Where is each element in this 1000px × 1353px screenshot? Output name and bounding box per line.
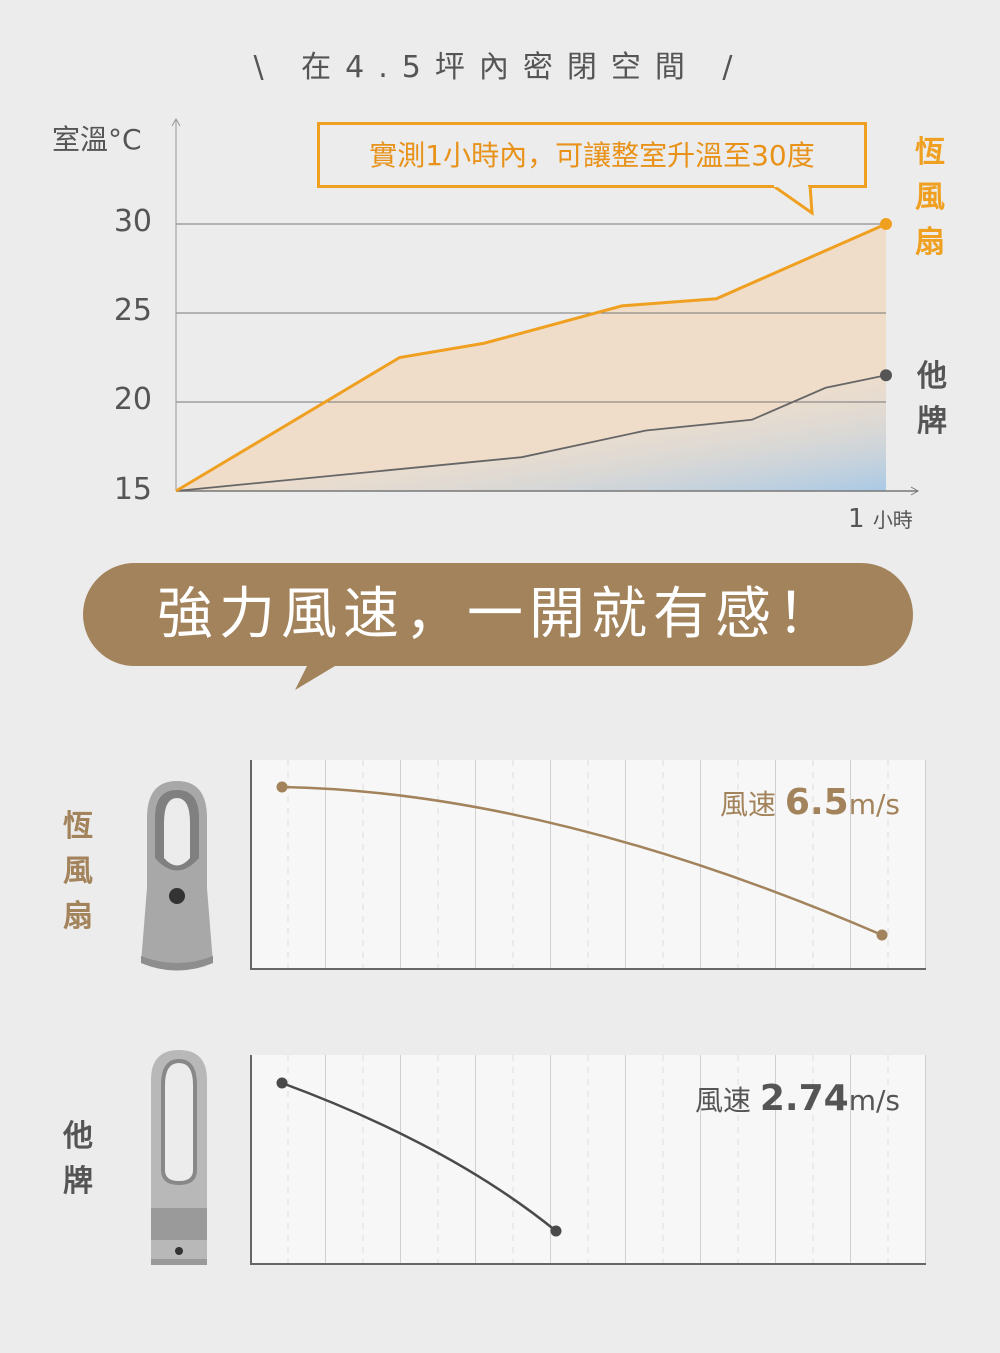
y-tick: 30 xyxy=(113,204,152,239)
hengfan-fan-icon xyxy=(141,781,213,971)
wind-chart-other xyxy=(250,1055,926,1265)
wind-chart-hengfan xyxy=(250,760,926,970)
wind-speed-other: 風速 2.74m/s xyxy=(694,1078,900,1119)
annotation-callout: 實測1小時內，可讓整室升溫至30度 xyxy=(317,122,867,188)
wind-speed-hengfan: 風速 6.5m/s xyxy=(720,782,900,823)
line-other xyxy=(175,374,887,492)
y-tick: 15 xyxy=(113,472,152,507)
x-axis-label: 1 小時 xyxy=(848,504,913,534)
headline: \ 在4.5坪內密閉空間 / xyxy=(253,50,747,85)
series-label-hengfan: 恆風扇 xyxy=(915,135,945,260)
speed-curve xyxy=(281,1081,557,1232)
start-point xyxy=(276,1077,288,1089)
area-other xyxy=(176,375,886,491)
y-axis-arrow xyxy=(171,117,181,127)
line-hengfan xyxy=(175,222,887,493)
banner-tail xyxy=(295,660,345,690)
point-hengfan-end xyxy=(880,218,892,230)
y-tick: 25 xyxy=(113,293,152,328)
x-axis-arrow xyxy=(910,486,920,496)
banner: 強力風速，一開就有感！ xyxy=(83,563,913,666)
point-other-end xyxy=(880,369,892,382)
end-point xyxy=(550,1225,562,1237)
fan-label-hengfan: 恆風扇 xyxy=(63,809,93,934)
fan-label-other: 他牌 xyxy=(63,1119,93,1199)
series-label-other: 他牌 xyxy=(917,359,947,439)
speed-curve xyxy=(281,785,883,937)
other-fan-icon xyxy=(151,1050,207,1265)
temperature-chart xyxy=(171,117,920,496)
callout-tail xyxy=(770,185,814,217)
y-tick: 20 xyxy=(113,382,152,417)
start-point xyxy=(276,781,288,793)
end-point xyxy=(876,929,888,941)
y-axis-label: 室溫°C xyxy=(52,123,142,156)
